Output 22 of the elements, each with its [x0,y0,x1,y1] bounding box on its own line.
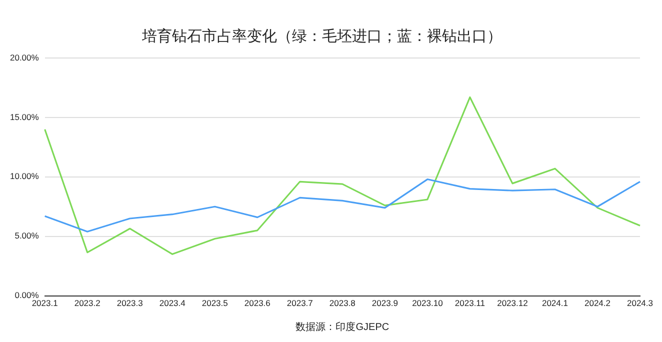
y-tick-label: 5.00% [14,230,40,241]
x-tick-label: 2024.3 [627,298,654,308]
x-tick-label: 2023.1 [32,298,58,308]
x-tick-label: 2024.2 [584,298,611,308]
y-tick-label: 15.00% [10,112,40,122]
y-tick-label: 0.00% [14,290,40,300]
text: 数据源：印度GJEPC [296,321,390,333]
x-tick-label: 2023.4 [159,298,186,308]
x-tick-label: 2023.8 [329,298,356,308]
chart-title: 培育钻石市占率变化（绿：毛坯进口；蓝：裸钻出口） [141,28,502,46]
x-tick-label: 2023.2 [74,298,101,308]
x-tick-label: 2023.3 [116,298,144,308]
x-tick-label: 2023.7 [286,298,314,308]
x-tick-label: 2024.1 [542,298,568,308]
x-tick-label: 2023.11 [454,298,486,308]
y-tick-label: 20.00% [10,52,40,62]
x-tick-label: 2023.6 [244,298,271,308]
x-tick-label: 2023.12 [497,298,528,308]
x-tick-label: 2023.5 [202,298,228,308]
x-tick-label: 2023.9 [372,298,398,308]
x-tick-label: 2023.10 [412,298,444,308]
y-tick-label: 10.00% [10,171,40,182]
